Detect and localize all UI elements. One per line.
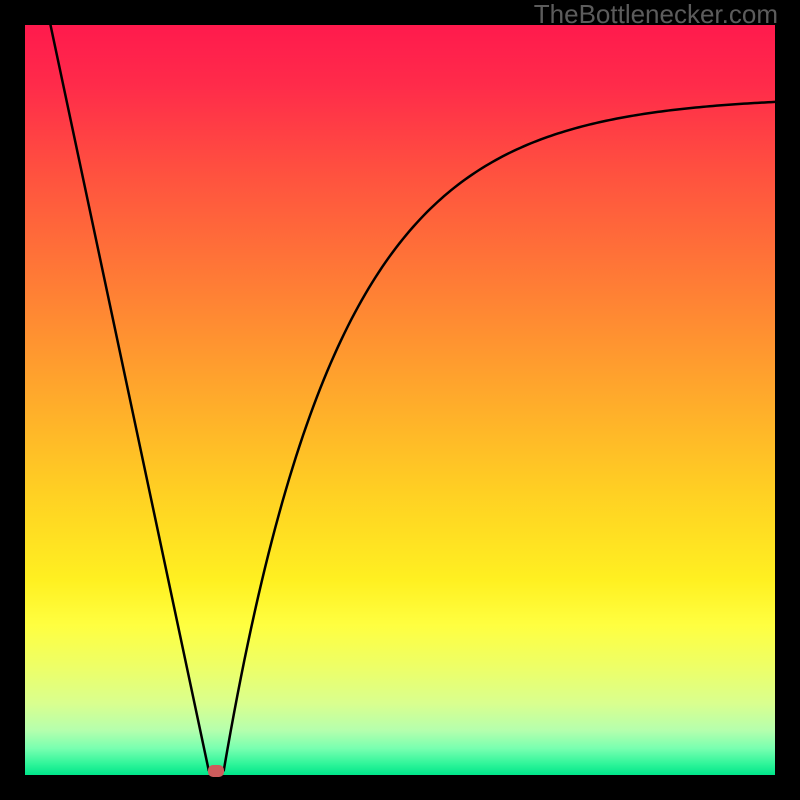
watermark-text: TheBottlenecker.com <box>534 0 778 30</box>
bottleneck-curve <box>25 25 775 775</box>
plot-area <box>25 25 775 775</box>
curve-path <box>51 25 776 771</box>
chart-frame: TheBottlenecker.com <box>0 0 800 800</box>
vertex-marker <box>208 765 224 777</box>
